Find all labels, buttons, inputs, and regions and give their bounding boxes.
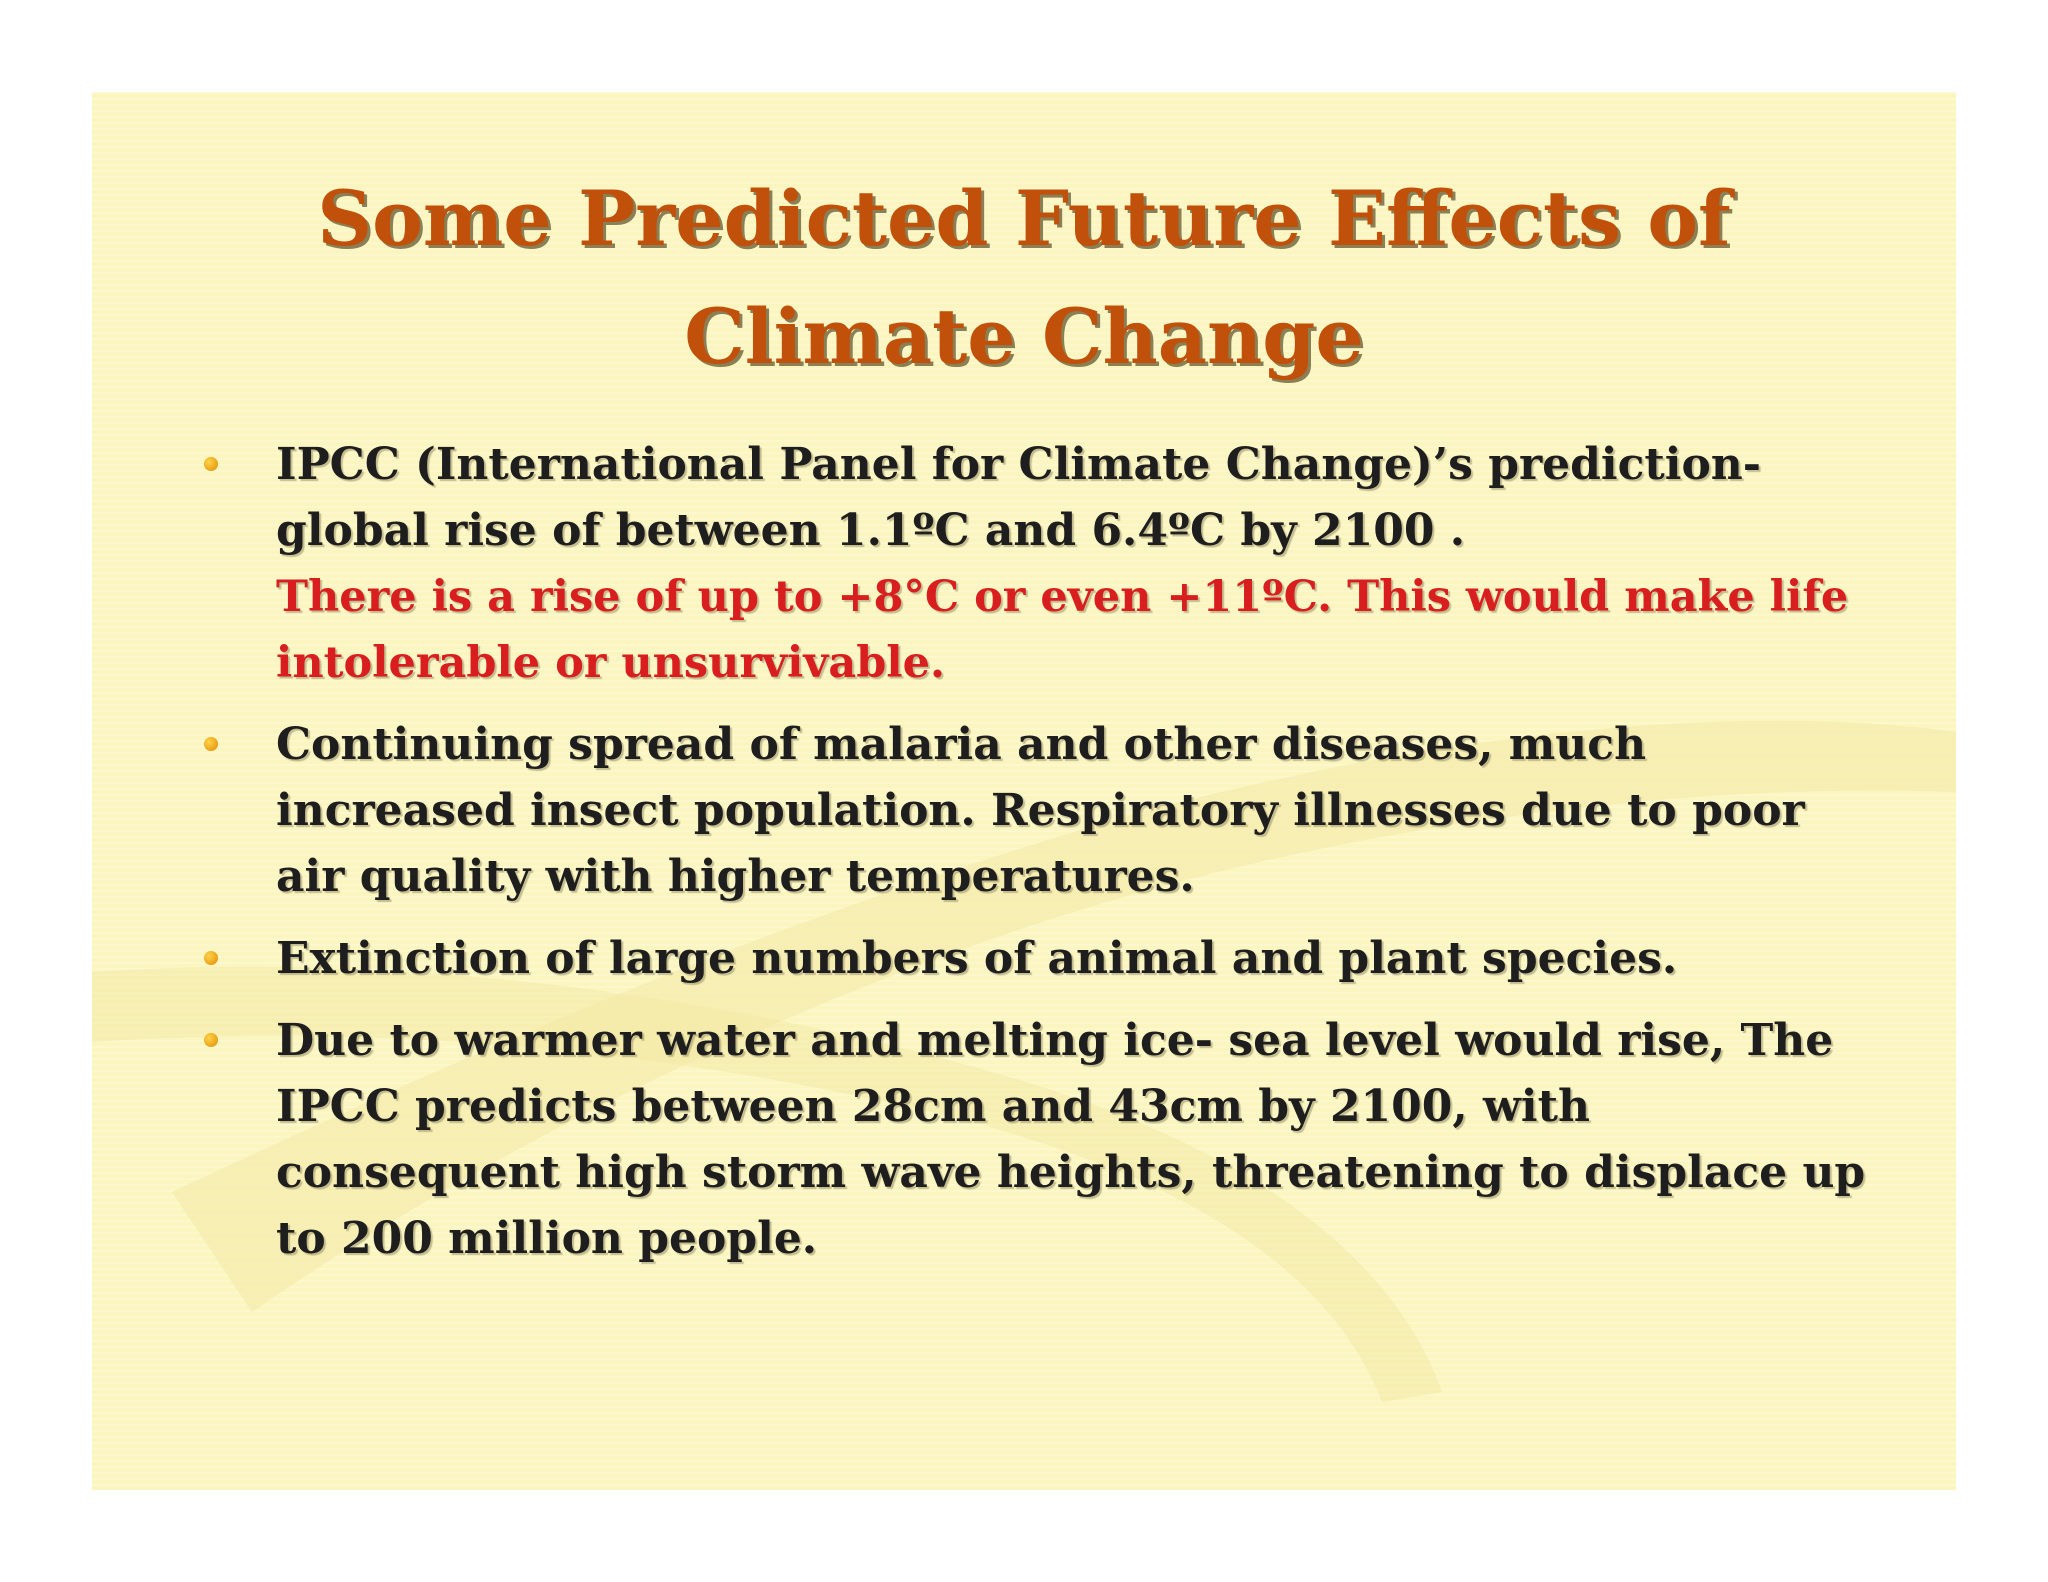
slide: Some Predicted Future Effects of Climate… bbox=[92, 92, 1956, 1490]
bullet-list: IPCC (International Panel for Climate Ch… bbox=[200, 432, 1880, 1288]
bullet-text: Extinction of large numbers of animal an… bbox=[276, 933, 1678, 984]
bullet-text: Continuing spread of malaria and other d… bbox=[276, 719, 1805, 902]
title-line-2: Climate Change bbox=[684, 292, 1364, 381]
bullet-item-sea-level: Due to warmer water and melting ice- sea… bbox=[200, 1008, 1880, 1272]
bullet-dot-icon bbox=[204, 1033, 218, 1047]
background-swoosh-watermark bbox=[92, 720, 1956, 1402]
bullet-item-diseases: Continuing spread of malaria and other d… bbox=[200, 712, 1880, 910]
bullet-dot-icon bbox=[204, 951, 218, 965]
slide-title: Some Predicted Future Effects of Climate… bbox=[92, 160, 1956, 396]
bullet-item-extinction: Extinction of large numbers of animal an… bbox=[200, 926, 1880, 992]
bullet-text: IPCC (International Panel for Climate Ch… bbox=[276, 439, 1762, 556]
bullet-highlight-text: There is a rise of up to +8°C or even +1… bbox=[276, 572, 1849, 688]
bullet-item-ipcc-prediction: IPCC (International Panel for Climate Ch… bbox=[200, 432, 1880, 696]
bullet-dot-icon bbox=[204, 457, 218, 471]
bullet-text: Due to warmer water and melting ice- sea… bbox=[276, 1015, 1866, 1264]
title-line-1: Some Predicted Future Effects of bbox=[317, 174, 1731, 263]
bullet-dot-icon bbox=[204, 737, 218, 751]
